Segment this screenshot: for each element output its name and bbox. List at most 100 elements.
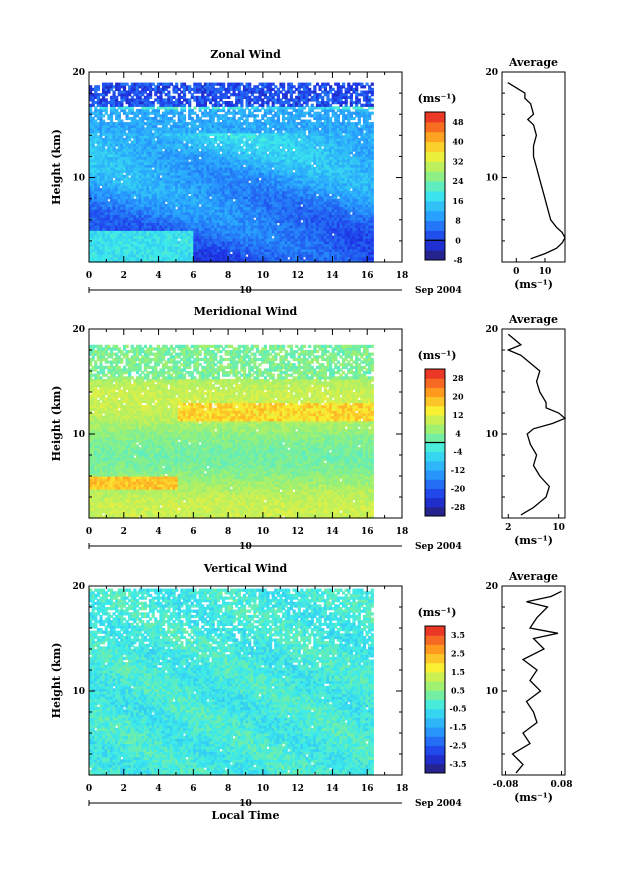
colorbar-bin (425, 497, 445, 508)
avg-x-tick-label: 0 (513, 267, 519, 277)
colorbar-bin (425, 378, 445, 388)
colorbar-bin (425, 250, 445, 261)
avg-y-tick-label: 10 (485, 687, 498, 697)
x-tick-label: 12 (291, 527, 304, 537)
y-tick-label: 10 (72, 687, 85, 697)
x-tick-label: 18 (396, 784, 409, 794)
x-tick-label: 18 (396, 527, 409, 537)
colorbar-unit: (ms⁻¹) (418, 92, 457, 105)
x-tick-label: 16 (361, 527, 374, 537)
colorbar-label: 0.5 (451, 685, 465, 695)
x-tick-label: 16 (361, 271, 374, 281)
colorbar-bin (425, 727, 445, 737)
heatmap-cells (89, 82, 374, 263)
colorbar-bin (425, 763, 445, 774)
y-axis-label: Height (km) (50, 643, 63, 719)
colorbar-unit: (ms⁻¹) (418, 349, 457, 362)
colorbar-bin (425, 240, 445, 251)
date-label: Sep 2004 (415, 286, 462, 296)
day-label: 10 (239, 799, 252, 809)
colorbar-bin (425, 699, 445, 710)
colorbar-bin (425, 387, 445, 398)
colorbar-label: 0 (455, 235, 461, 245)
colorbar-bin (425, 745, 445, 756)
colorbar-bin (425, 151, 445, 162)
colorbar-label: 28 (452, 373, 464, 383)
colorbar: 48 40 32 24 16 8 0 -8 (ms⁻¹) (418, 92, 464, 265)
x-tick-label: 2 (121, 527, 127, 537)
avg-y-tick-label: 20 (485, 582, 498, 592)
panel-title: Vertical Wind (203, 562, 288, 575)
colorbar-bin (425, 112, 445, 123)
panel-3: Vertical Wind 0 2 4 6 8 10 12 14 16 18 10 20 Height (… (50, 562, 572, 822)
day-label: 10 (239, 286, 252, 296)
colorbar-label: 1.5 (451, 667, 465, 677)
colorbar-label: -8 (454, 255, 463, 265)
avg-y-tick-label: 20 (485, 325, 498, 335)
avg-x-tick-label: 10 (539, 267, 552, 277)
average-profile-line (506, 333, 567, 516)
colorbar-bin (425, 200, 445, 212)
y-tick-label: 10 (72, 174, 85, 184)
colorbar-bin (425, 141, 445, 152)
x-tick-label: 8 (225, 271, 231, 281)
colorbar-label: 16 (452, 196, 464, 206)
average-title: Average (508, 570, 558, 583)
x-tick-label: 2 (121, 271, 127, 281)
colorbar-bin (425, 442, 445, 453)
x-axis-label: Local Time (212, 809, 280, 822)
heatmap-cells (89, 344, 374, 519)
colorbar-bin (425, 671, 445, 682)
colorbar-bin (425, 479, 445, 489)
colorbar-label: -12 (451, 465, 465, 475)
colorbar-bin (425, 681, 445, 691)
x-tick-label: 2 (121, 784, 127, 794)
avg-x-tick-label: -0.08 (493, 780, 519, 790)
average-title: Average (508, 56, 558, 69)
colorbar-bin (425, 121, 445, 133)
panel-title: Zonal Wind (210, 48, 281, 61)
y-tick-label: 10 (72, 430, 85, 440)
colorbar-bin (425, 220, 445, 231)
avg-x-tick-label: 10 (552, 523, 565, 533)
average-panel: Average 10 20 -0.08 0.08(ms⁻¹) (485, 570, 572, 804)
colorbar-bin (425, 369, 445, 379)
x-tick-label: 4 (155, 271, 161, 281)
average-frame (501, 71, 566, 263)
x-tick-label: 8 (225, 527, 231, 537)
colorbar-bin (425, 230, 445, 241)
colorbar-label: 8 (455, 216, 461, 226)
colorbar-label: 48 (452, 117, 464, 127)
average-frame (501, 585, 566, 776)
colorbar-bin (425, 451, 445, 462)
day-label: 10 (239, 542, 252, 552)
colorbar-label: 40 (452, 137, 464, 147)
x-tick-label: 10 (257, 527, 270, 537)
x-tick-label: 4 (155, 527, 161, 537)
colorbar-bin (425, 736, 445, 746)
x-tick-label: 6 (190, 271, 196, 281)
colorbar-bin (425, 708, 445, 719)
colorbar-label: -4 (454, 447, 463, 457)
x-tick-label: 10 (257, 784, 270, 794)
colorbar-label: 24 (452, 176, 464, 186)
colorbar-bin (425, 190, 445, 202)
panel-2: Meridional Wind 0 2 4 6 8 10 12 14 16 18 10 20 Height… (50, 305, 567, 552)
colorbar-bin (425, 506, 445, 517)
x-tick-label: 6 (190, 527, 196, 537)
average-frame (501, 328, 566, 519)
colorbar-bin (425, 460, 445, 471)
colorbar: 28 20 12 4 -4 -12 -20 -28 (ms⁻¹) (418, 349, 466, 517)
average-title: Average (508, 313, 558, 326)
x-tick-label: 12 (291, 271, 304, 281)
colorbar-bin (425, 717, 445, 728)
colorbar-bin (425, 644, 445, 655)
x-tick-label: 4 (155, 784, 161, 794)
colorbar-label: -3.5 (449, 759, 466, 769)
colorbar-label: -1.5 (449, 722, 466, 732)
colorbar-frame (424, 625, 446, 774)
average-profile-line (511, 590, 562, 774)
